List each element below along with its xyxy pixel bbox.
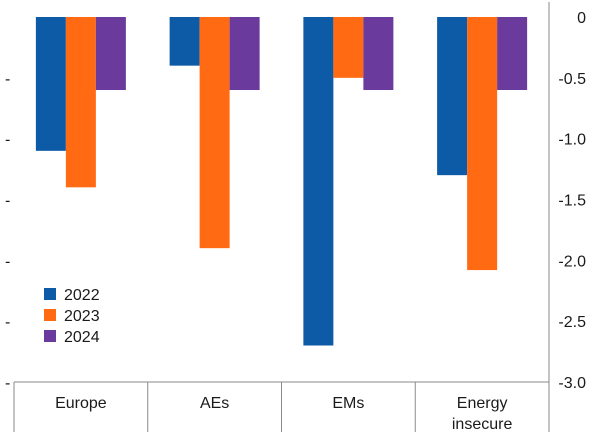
bar-2022-aes (169, 17, 200, 66)
bar-2024-aes (229, 17, 260, 90)
bar-2023-europe (65, 17, 96, 188)
labels-group: 0 -0.5 -1.0 -1.5 -2.0 -2.5 -3.0 - - - - - - Europe AEs… (5, 10, 586, 433)
y-tick-label: -3.0 (558, 375, 586, 392)
left-tick-label: - (5, 132, 10, 149)
left-tick-label: - (5, 375, 10, 392)
left-tick-label: - (5, 314, 10, 331)
x-category-label: insecure (452, 416, 513, 433)
legend: 2022 2023 2024 (44, 287, 100, 346)
axes-group (13, 2, 550, 432)
legend-swatch-2024 (44, 330, 56, 342)
x-category-label: Energy (457, 395, 508, 412)
bar-2024-ems (363, 17, 394, 90)
legend-swatch-2022 (44, 288, 56, 300)
bar-2024-energy-insecure (497, 17, 528, 90)
y-tick-label: -2.5 (558, 314, 586, 331)
bar-2023-aes (199, 17, 230, 249)
x-category-label: Europe (55, 395, 107, 412)
y-tick-label: -0.5 (558, 71, 586, 88)
bar-2024-europe (95, 17, 126, 90)
left-tick-label: - (5, 71, 10, 88)
y-tick-label: -2.0 (558, 253, 586, 270)
bar-2023-ems (333, 17, 364, 78)
y-tick-label: 0 (577, 10, 586, 27)
y-tick-label: -1.5 (558, 193, 586, 210)
x-category-label: AEs (200, 395, 229, 412)
legend-swatch-2023 (44, 309, 56, 321)
legend-label-2022: 2022 (64, 287, 100, 304)
y-tick-label: -1.0 (558, 132, 586, 149)
bar-2022-ems (303, 17, 334, 346)
left-tick-label: - (5, 253, 10, 270)
left-tick-label: - (5, 193, 10, 210)
x-category-label: EMs (332, 395, 364, 412)
bars-group (35, 17, 528, 346)
legend-label-2023: 2023 (64, 308, 100, 325)
bar-2023-energy-insecure (467, 17, 498, 271)
bar-2022-energy-insecure (437, 17, 468, 176)
legend-label-2024: 2024 (64, 329, 100, 346)
bar-2022-europe (35, 17, 66, 151)
